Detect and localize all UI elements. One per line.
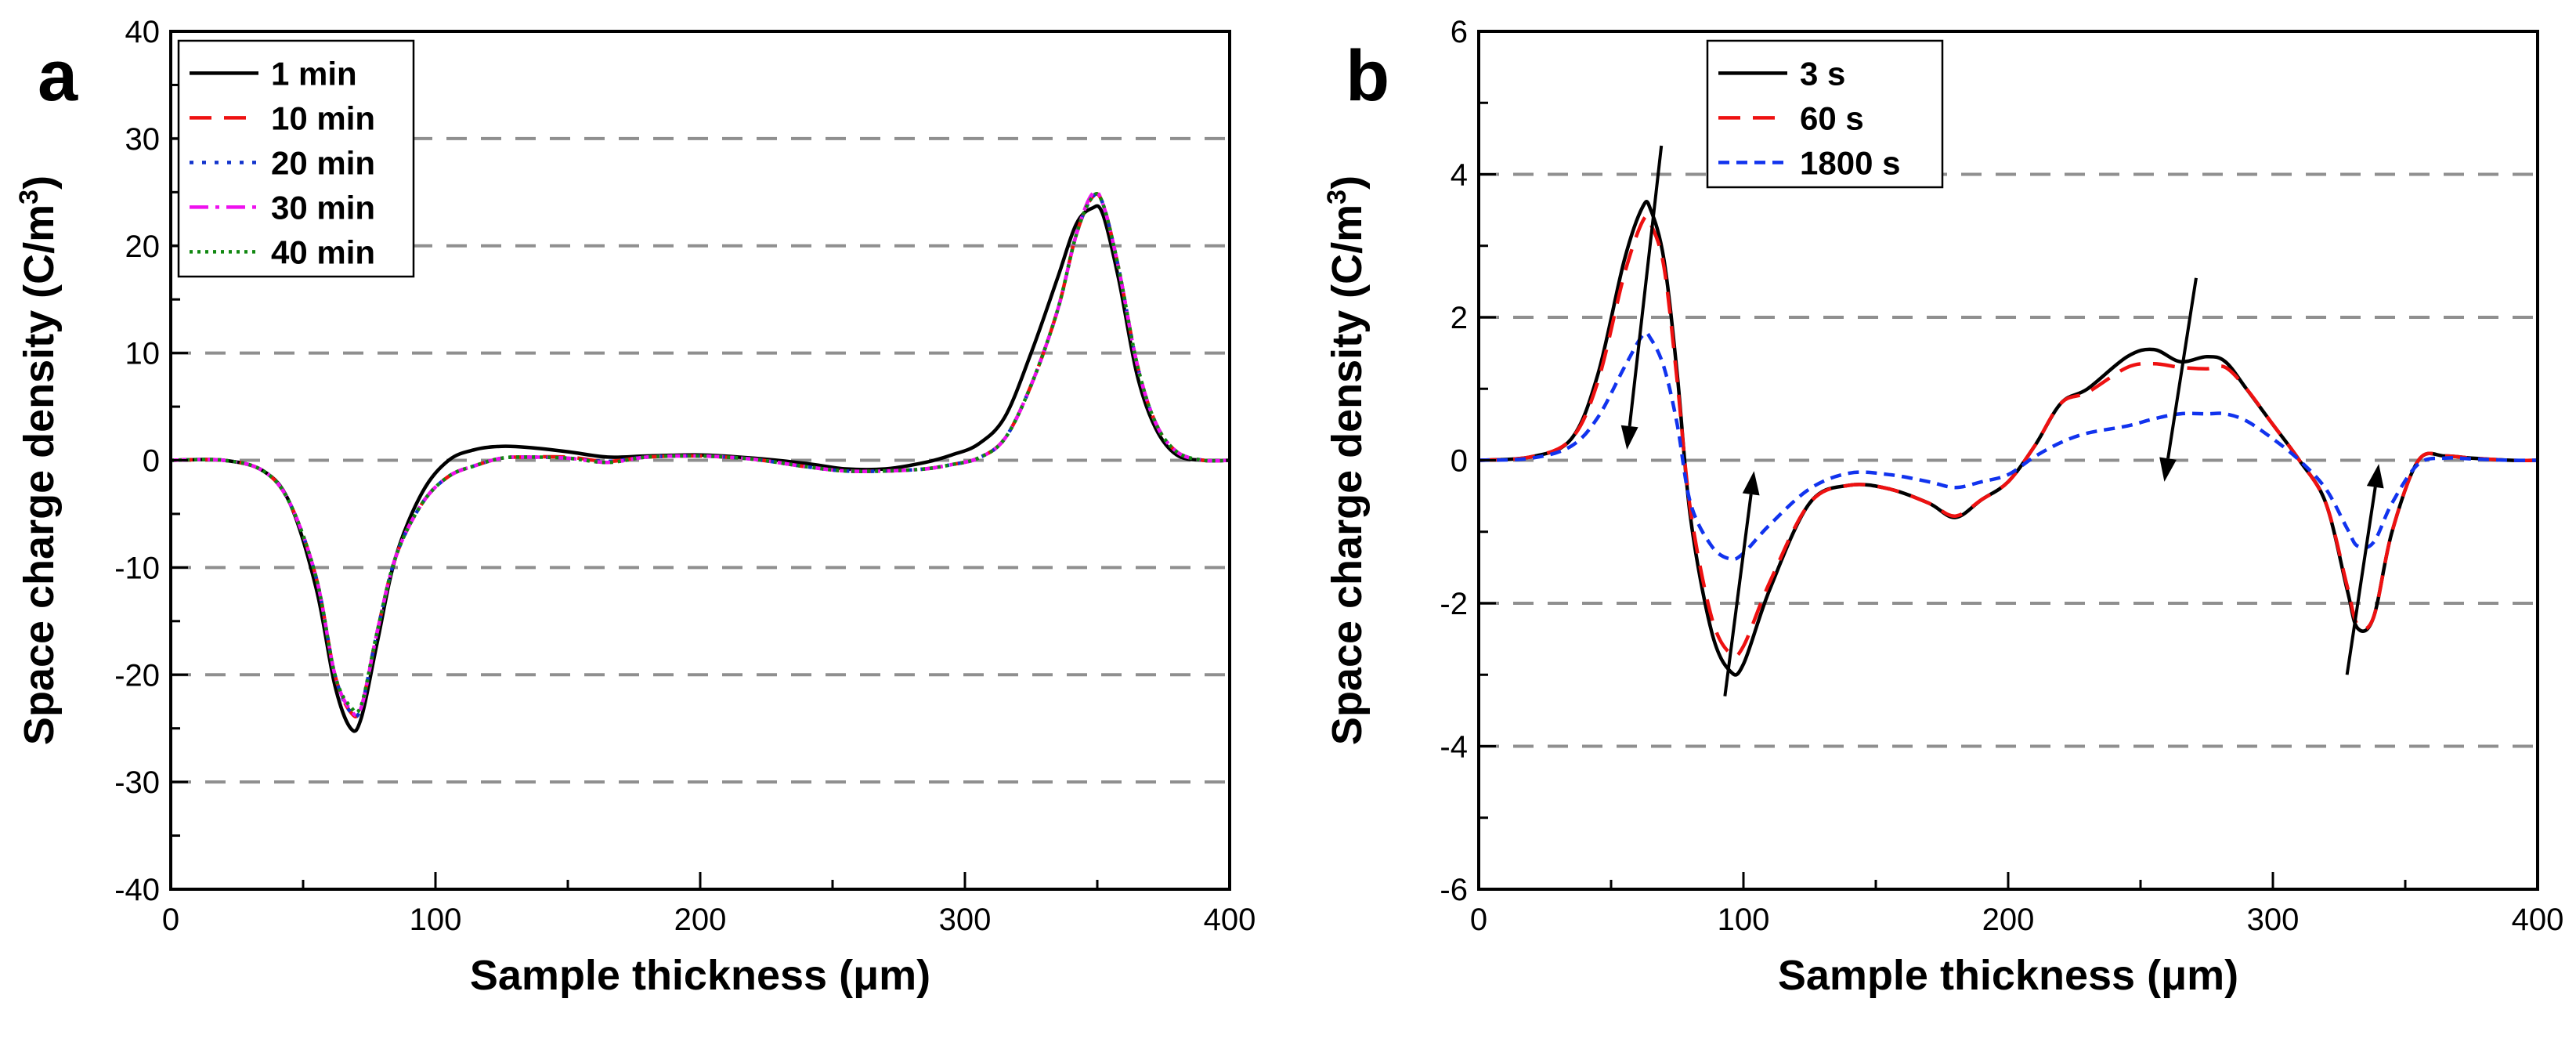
panel-b-legend: 3 s 60 s 1800 s xyxy=(1706,39,1944,189)
x-tick-label-200: 200 xyxy=(1982,903,2035,937)
y-tick-label--10: -10 xyxy=(114,551,160,585)
y-tick-label-0: 0 xyxy=(143,444,160,479)
legend-label-2: 60 s xyxy=(1800,99,1864,136)
panel-b-y-axis-label-sup: 3 xyxy=(1322,190,1352,204)
panel-b-y-axis-label-main: Space charge density (C/m xyxy=(1324,204,1371,745)
panel-b-series-group xyxy=(1478,200,2538,677)
y-tick-label--4: -4 xyxy=(1440,730,1468,765)
panel-a-letter: a xyxy=(38,36,78,116)
panel-b-tick-labels: 0 100 200 300 400 -6 -4 -2 0 2 4 6 xyxy=(1440,15,2563,937)
annotation-arrow-1 xyxy=(1620,145,1664,450)
panel-b-arrows xyxy=(1620,145,2384,696)
y-tick-label--2: -2 xyxy=(1440,587,1468,621)
legend-label-3: 1800 s xyxy=(1800,144,1900,181)
panel-a-series-3-line xyxy=(170,192,1230,718)
y-tick-label-4: 4 xyxy=(1451,158,1468,193)
annotation-arrow-2 xyxy=(1723,471,1760,696)
panel-b-series-2-line xyxy=(1478,214,2538,658)
panel-b-y-axis-label: Space charge density (C/m3) xyxy=(1322,175,1371,745)
legend-label-5: 40 min xyxy=(271,233,375,270)
x-tick-label-300: 300 xyxy=(939,903,992,937)
y-tick-label--40: -40 xyxy=(114,873,160,907)
panel-a-legend: 1 min 10 min 20 min 30 min 40 min xyxy=(177,39,415,278)
panel-a-ticks xyxy=(169,30,1231,891)
x-tick-label-400: 400 xyxy=(2512,903,2564,937)
panel-a-y-axis-label-end: ) xyxy=(16,175,63,190)
y-tick-label--20: -20 xyxy=(114,658,160,693)
y-tick-label-6: 6 xyxy=(1451,15,1468,49)
y-tick-label-30: 30 xyxy=(125,122,161,157)
x-tick-label-0: 0 xyxy=(162,903,179,937)
y-tick-label-10: 10 xyxy=(125,337,161,371)
x-tick-label-0: 0 xyxy=(1470,903,1487,937)
panel-a-x-axis-label: Sample thickness (μm) xyxy=(470,952,930,999)
panel-a-tick-labels: 0 100 200 300 400 -40 -30 -20 -10 0 10 20 30 40 xyxy=(114,15,1255,937)
legend-label-1: 3 s xyxy=(1800,55,1845,92)
panel-b-series-1-line xyxy=(1478,200,2538,677)
panel-b-grid xyxy=(1479,172,2538,748)
x-tick-label-400: 400 xyxy=(1204,903,1256,937)
legend-box xyxy=(177,39,415,278)
y-tick-label-2: 2 xyxy=(1451,301,1468,335)
panel-b-series-3-line xyxy=(1478,331,2538,562)
x-tick-label-100: 100 xyxy=(410,903,462,937)
panel-a-y-axis-label-main: Space charge density (C/m xyxy=(16,204,63,745)
legend-label-4: 30 min xyxy=(271,189,375,226)
y-tick-label--6: -6 xyxy=(1440,873,1468,907)
panel-a-y-axis-label-sup: 3 xyxy=(14,190,44,204)
x-tick-label-100: 100 xyxy=(1718,903,1770,937)
panel-b-y-axis-label-end: ) xyxy=(1324,175,1371,190)
y-tick-label-0: 0 xyxy=(1451,444,1468,479)
legend-label-3: 20 min xyxy=(271,144,375,181)
y-tick-label--30: -30 xyxy=(114,765,160,800)
legend-label-1: 1 min xyxy=(271,55,357,92)
x-tick-label-200: 200 xyxy=(674,903,727,937)
y-tick-label-20: 20 xyxy=(125,230,161,264)
y-tick-label-40: 40 xyxy=(125,15,161,49)
panel-b: b 0 100 200 300 400 -6 -4 -2 0 2 4 6 Sample thickne… xyxy=(1322,15,2563,999)
annotation-arrow-4 xyxy=(2345,464,2384,675)
panel-b-x-axis-label: Sample thickness (μm) xyxy=(1778,952,2238,999)
panel-a: a 0 100 200 300 400 -40 -30 -20 -10 0 10 20 30 40 Sam… xyxy=(14,15,1255,999)
panel-a-y-axis-label: Space charge density (C/m3) xyxy=(14,175,63,745)
panel-a-series-group xyxy=(170,190,1230,733)
x-tick-label-300: 300 xyxy=(2247,903,2300,937)
annotation-arrow-3 xyxy=(2159,277,2198,482)
legend-label-2: 10 min xyxy=(271,99,375,136)
panel-b-letter: b xyxy=(1346,36,1389,116)
panel-b-ticks xyxy=(1477,30,2539,891)
